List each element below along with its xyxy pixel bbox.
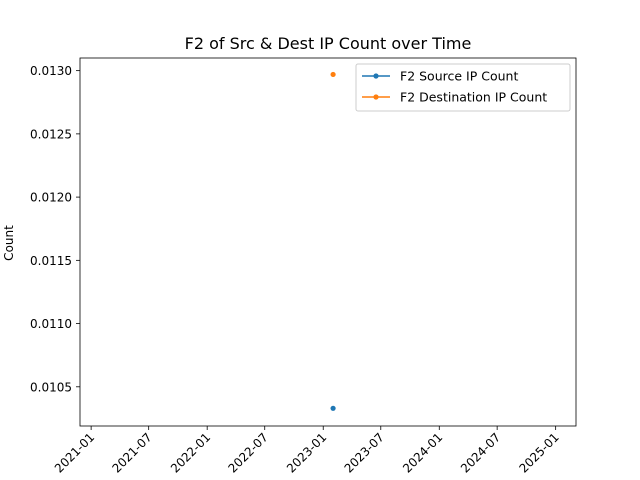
y-tick-label: 0.0120 [30, 191, 72, 205]
y-tick-label: 0.0110 [30, 317, 72, 331]
plot-background [80, 58, 576, 426]
data-point [330, 71, 336, 78]
y-tick-label: 0.0115 [30, 254, 72, 268]
legend: F2 Source IP Count F2 Destination IP Coun… [355, 63, 571, 112]
y-tick-label: 0.0125 [30, 127, 72, 141]
legend-box [355, 63, 571, 112]
y-axis-label: Count [2, 225, 16, 261]
plot-frame [79, 57, 577, 427]
data-marks [330, 71, 336, 411]
y-tick-label: 0.0105 [30, 380, 72, 394]
plot-area [80, 58, 576, 426]
chart-title: F2 of Src & Dest IP Count over Time [185, 34, 472, 53]
legend-swatch-marker [373, 94, 379, 100]
legend-swatch-marker [373, 73, 379, 79]
legend-label: F2 Destination IP Count [400, 90, 547, 105]
legend-label: F2 Source IP Count [400, 69, 518, 84]
data-point [330, 405, 336, 411]
y-tick-label: 0.0130 [30, 64, 72, 78]
